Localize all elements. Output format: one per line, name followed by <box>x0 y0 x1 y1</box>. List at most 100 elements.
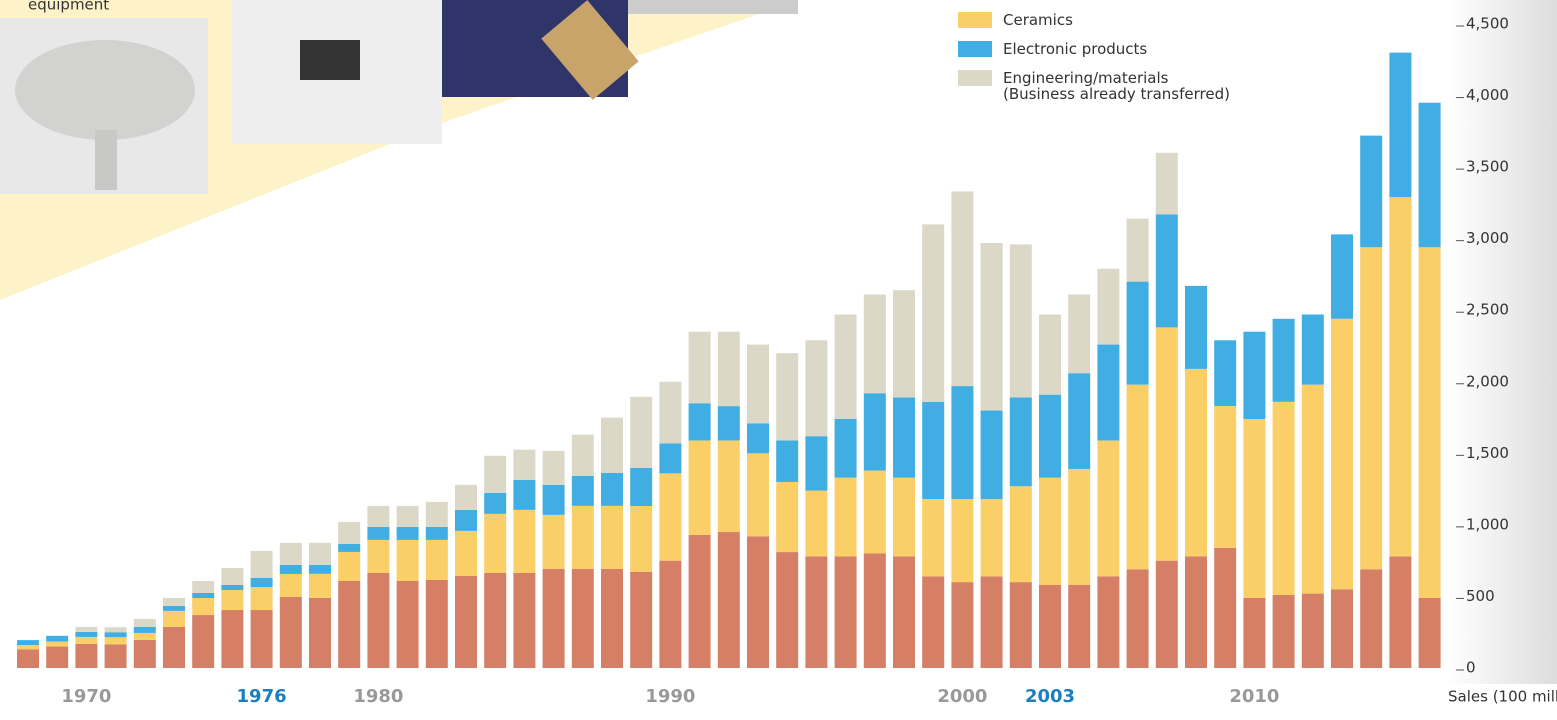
bar-segment <box>1039 314 1061 395</box>
product-photo <box>628 0 798 14</box>
bar-segment <box>484 513 507 573</box>
bar-segment <box>133 632 156 640</box>
bar-segment <box>396 580 419 668</box>
bar-segment <box>1126 281 1149 385</box>
bar-segment <box>309 564 331 574</box>
legend-label: Ceramics <box>1003 11 1073 29</box>
bar-segment <box>688 534 711 668</box>
bar-segment <box>1301 314 1324 385</box>
bar-segment <box>367 505 390 527</box>
bar-segment <box>1243 331 1266 419</box>
bar-segment <box>1301 593 1324 668</box>
x-tick-label: 1976 <box>237 686 287 707</box>
bar-segment <box>279 542 302 565</box>
bar-segment <box>980 242 1003 411</box>
bar-segment <box>104 644 127 668</box>
bar-segment <box>192 615 215 668</box>
bar-segment <box>455 530 477 576</box>
x-tick-label: 1970 <box>61 686 111 707</box>
bar-segment <box>1185 285 1207 369</box>
bar-segment <box>1331 234 1353 319</box>
bar-segment <box>1097 440 1120 577</box>
bar-segment <box>75 631 98 637</box>
bar-segment <box>1389 52 1412 198</box>
bar-segment <box>601 505 623 569</box>
bar-segment <box>513 449 536 480</box>
bar-segment <box>279 573 302 598</box>
bar-segment <box>1068 469 1091 585</box>
bar-segment <box>1126 218 1149 282</box>
bar-segment <box>659 381 682 444</box>
bar-segment <box>1155 214 1178 328</box>
bar-segment <box>484 455 507 493</box>
bar-segment <box>513 509 536 573</box>
bar-segment <box>396 539 419 581</box>
bar-segment <box>542 484 565 515</box>
bar-segment <box>688 331 711 404</box>
bar-segment <box>455 509 477 531</box>
bar-segment <box>309 542 331 565</box>
bar-segment <box>75 626 98 632</box>
bar-segment <box>863 470 886 554</box>
bar-segment <box>46 641 69 647</box>
bar-segment <box>863 294 886 394</box>
y-tick-label: 0 <box>1466 659 1476 677</box>
bar-segment <box>367 526 390 540</box>
legend-swatch <box>958 70 992 86</box>
bar-segment <box>980 576 1003 668</box>
bar-segment <box>75 643 98 668</box>
photo-object <box>95 130 117 190</box>
bar-segment <box>1009 486 1032 583</box>
bar-segment <box>338 551 361 581</box>
y-tick-label: 4,500 <box>1466 15 1509 33</box>
bar-segment <box>1418 102 1441 248</box>
bar-segment <box>571 505 594 569</box>
bar-segment <box>805 556 828 668</box>
bar-segment <box>1039 584 1061 668</box>
bar-segment <box>484 492 507 514</box>
bar-segment <box>601 417 623 473</box>
y-tick-label: 2,000 <box>1466 372 1509 390</box>
bar-segment <box>1214 406 1237 548</box>
bar-segment <box>1009 397 1032 487</box>
bar-segment <box>1155 327 1178 561</box>
bar-segment <box>163 610 185 627</box>
bar-segment <box>659 473 682 561</box>
bar-segment <box>951 582 974 668</box>
bar-segment <box>513 572 536 668</box>
legend-swatch <box>958 12 992 28</box>
bar-segment <box>980 499 1003 577</box>
bar-segment <box>776 481 799 553</box>
bar-segment <box>1097 576 1120 668</box>
bar-segment <box>1214 340 1237 407</box>
bar-segment <box>542 568 565 668</box>
bar-segment <box>17 645 39 650</box>
bar-segment <box>104 632 127 638</box>
legend-label: Engineering/materials (Business already t… <box>1003 69 1230 103</box>
bar-segment <box>1331 589 1353 668</box>
bar-segment <box>717 532 740 668</box>
bar-segment <box>980 410 1003 500</box>
bar-segment <box>805 490 828 557</box>
bar-segment <box>309 597 331 668</box>
bar-segment <box>396 505 419 527</box>
photo-object <box>15 40 195 140</box>
bar-segment <box>279 564 302 574</box>
bar-segment <box>484 572 507 668</box>
bar-segment <box>747 423 769 454</box>
bar-segment <box>133 618 156 627</box>
bar-segment <box>1272 318 1295 402</box>
bar-segment <box>1272 595 1295 668</box>
bar-segment <box>747 344 769 424</box>
y-tick-label: 3,500 <box>1466 158 1509 176</box>
bar-segment <box>1068 584 1091 668</box>
bar-segment <box>1009 244 1032 398</box>
bar-segment <box>221 584 244 591</box>
legend-swatch <box>958 41 992 57</box>
bar-segment <box>834 477 857 557</box>
bar-segment <box>951 191 974 387</box>
bar-segment <box>133 626 156 633</box>
photo-caption: equipment <box>28 0 109 14</box>
bar-segment <box>425 539 448 580</box>
bar-segment <box>805 436 828 491</box>
